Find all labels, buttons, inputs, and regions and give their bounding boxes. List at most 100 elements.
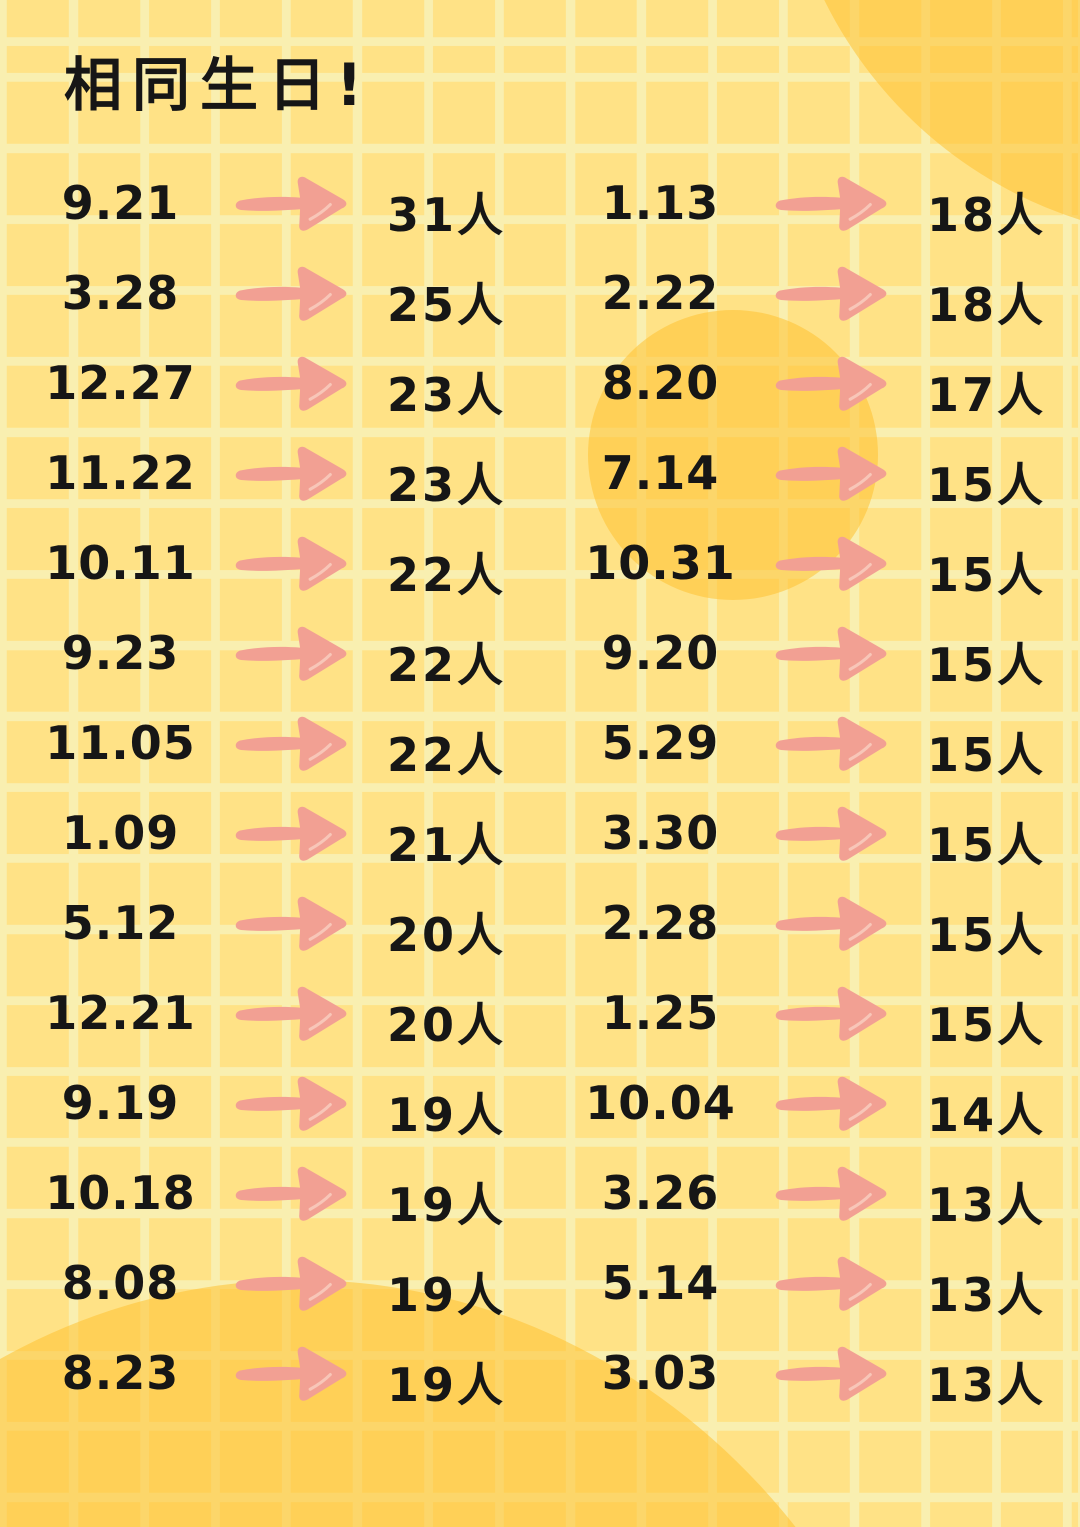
- birthday-row: 10.11 22人: [28, 518, 506, 608]
- decor-circle-middle: [588, 310, 878, 600]
- birthday-row: 10.04 14人: [568, 1058, 1046, 1148]
- birthday-row: 7.14 15人: [568, 428, 1046, 518]
- arrow-right-icon: [219, 1342, 361, 1404]
- birthday-row: 12.21 20人: [28, 968, 506, 1058]
- birthday-date-label: 1.25: [601, 986, 720, 1040]
- people-count-label: 15人: [927, 818, 1047, 872]
- birthday-date-label: 3.28: [61, 266, 180, 320]
- arrow-right-icon: [759, 622, 901, 684]
- birthday-date-label: 2.28: [601, 896, 720, 950]
- arrow-right-icon: [219, 892, 361, 954]
- people-count-label: 15人: [927, 728, 1047, 782]
- left-column: 9.21 31人 3.28 25人 12.27 23人 11.22 23人 10…: [28, 158, 506, 1418]
- birthday-date-label: 5.12: [61, 896, 180, 950]
- people-count-label: 19人: [387, 1358, 507, 1412]
- people-count-label: 13人: [927, 1358, 1047, 1412]
- birthday-date-label: 9.20: [601, 626, 720, 680]
- birthday-date-label: 9.19: [61, 1076, 180, 1130]
- people-count-label: 13人: [927, 1268, 1047, 1322]
- arrow-right-icon: [219, 352, 361, 414]
- people-count-label: 15人: [927, 548, 1047, 602]
- birthday-row: 5.12 20人: [28, 878, 506, 968]
- birthday-row: 11.05 22人: [28, 698, 506, 788]
- people-count-label: 15人: [927, 638, 1047, 692]
- birthday-row: 9.20 15人: [568, 608, 1046, 698]
- arrow-right-icon: [759, 262, 901, 324]
- arrow-right-icon: [219, 622, 361, 684]
- birthday-date-label: 10.31: [585, 536, 736, 590]
- birthday-date-label: 10.04: [585, 1076, 736, 1130]
- arrow-right-icon: [219, 172, 361, 234]
- people-count-label: 25人: [387, 278, 507, 332]
- birthday-row: 8.20 17人: [568, 338, 1046, 428]
- birthday-row: 3.26 13人: [568, 1148, 1046, 1238]
- birthday-date-label: 10.11: [45, 536, 196, 590]
- people-count-label: 18人: [927, 278, 1047, 332]
- people-count-label: 22人: [387, 728, 507, 782]
- birthday-date-label: 10.18: [45, 1166, 196, 1220]
- arrow-right-icon: [219, 802, 361, 864]
- birthday-row: 1.09 21人: [28, 788, 506, 878]
- page-title: 相同生日!: [64, 51, 373, 119]
- birthday-date-label: 5.14: [601, 1256, 720, 1310]
- birthday-date-label: 8.20: [601, 356, 720, 410]
- arrow-right-icon: [219, 712, 361, 774]
- birthday-row: 8.23 19人: [28, 1328, 506, 1418]
- arrow-right-icon: [759, 802, 901, 864]
- birthday-row: 1.13 18人: [568, 158, 1046, 248]
- birthday-date-label: 3.30: [601, 806, 720, 860]
- birthday-row: 9.21 31人: [28, 158, 506, 248]
- birthday-row: 3.03 13人: [568, 1328, 1046, 1418]
- people-count-label: 13人: [927, 1178, 1047, 1232]
- people-count-label: 19人: [387, 1178, 507, 1232]
- right-column: 1.13 18人 2.22 18人 8.20 17人 7.14 15人 10.3…: [568, 158, 1046, 1418]
- people-count-label: 22人: [387, 638, 507, 692]
- birthday-date-label: 2.22: [601, 266, 720, 320]
- arrow-right-icon: [219, 1072, 361, 1134]
- birthday-date-label: 5.29: [601, 716, 720, 770]
- people-count-label: 15人: [927, 908, 1047, 962]
- birthday-row: 9.19 19人: [28, 1058, 506, 1148]
- birthday-row: 2.28 15人: [568, 878, 1046, 968]
- birthday-row: 2.22 18人: [568, 248, 1046, 338]
- birthday-date-label: 12.27: [45, 356, 196, 410]
- arrow-right-icon: [759, 1162, 901, 1224]
- people-count-label: 17人: [927, 368, 1047, 422]
- birthday-row: 1.25 15人: [568, 968, 1046, 1058]
- arrow-right-icon: [759, 712, 901, 774]
- birthday-date-label: 9.23: [61, 626, 180, 680]
- arrow-right-icon: [759, 892, 901, 954]
- arrow-right-icon: [759, 442, 901, 504]
- people-count-label: 23人: [387, 368, 507, 422]
- birthday-row: 10.31 15人: [568, 518, 1046, 608]
- birthday-date-label: 3.26: [601, 1166, 720, 1220]
- people-count-label: 22人: [387, 548, 507, 602]
- arrow-right-icon: [759, 1072, 901, 1134]
- birthday-date-label: 7.14: [601, 446, 720, 500]
- people-count-label: 31人: [387, 188, 507, 242]
- arrow-right-icon: [759, 352, 901, 414]
- birthday-date-label: 8.08: [61, 1256, 180, 1310]
- birthday-row: 11.22 23人: [28, 428, 506, 518]
- arrow-right-icon: [219, 532, 361, 594]
- birthday-date-label: 11.22: [45, 446, 196, 500]
- birthday-date-label: 8.23: [61, 1346, 180, 1400]
- people-count-label: 15人: [927, 458, 1047, 512]
- arrow-right-icon: [759, 532, 901, 594]
- birthday-row: 3.30 15人: [568, 788, 1046, 878]
- people-count-label: 15人: [927, 998, 1047, 1052]
- arrow-right-icon: [759, 1342, 901, 1404]
- birthday-row: 5.14 13人: [568, 1238, 1046, 1328]
- people-count-label: 18人: [927, 188, 1047, 242]
- arrow-right-icon: [759, 172, 901, 234]
- people-count-label: 23人: [387, 458, 507, 512]
- arrow-right-icon: [219, 982, 361, 1044]
- arrow-right-icon: [759, 982, 901, 1044]
- birthday-date-label: 1.09: [61, 806, 180, 860]
- people-count-label: 19人: [387, 1088, 507, 1142]
- birthday-date-label: 11.05: [45, 716, 196, 770]
- arrow-right-icon: [219, 262, 361, 324]
- birthday-row: 12.27 23人: [28, 338, 506, 428]
